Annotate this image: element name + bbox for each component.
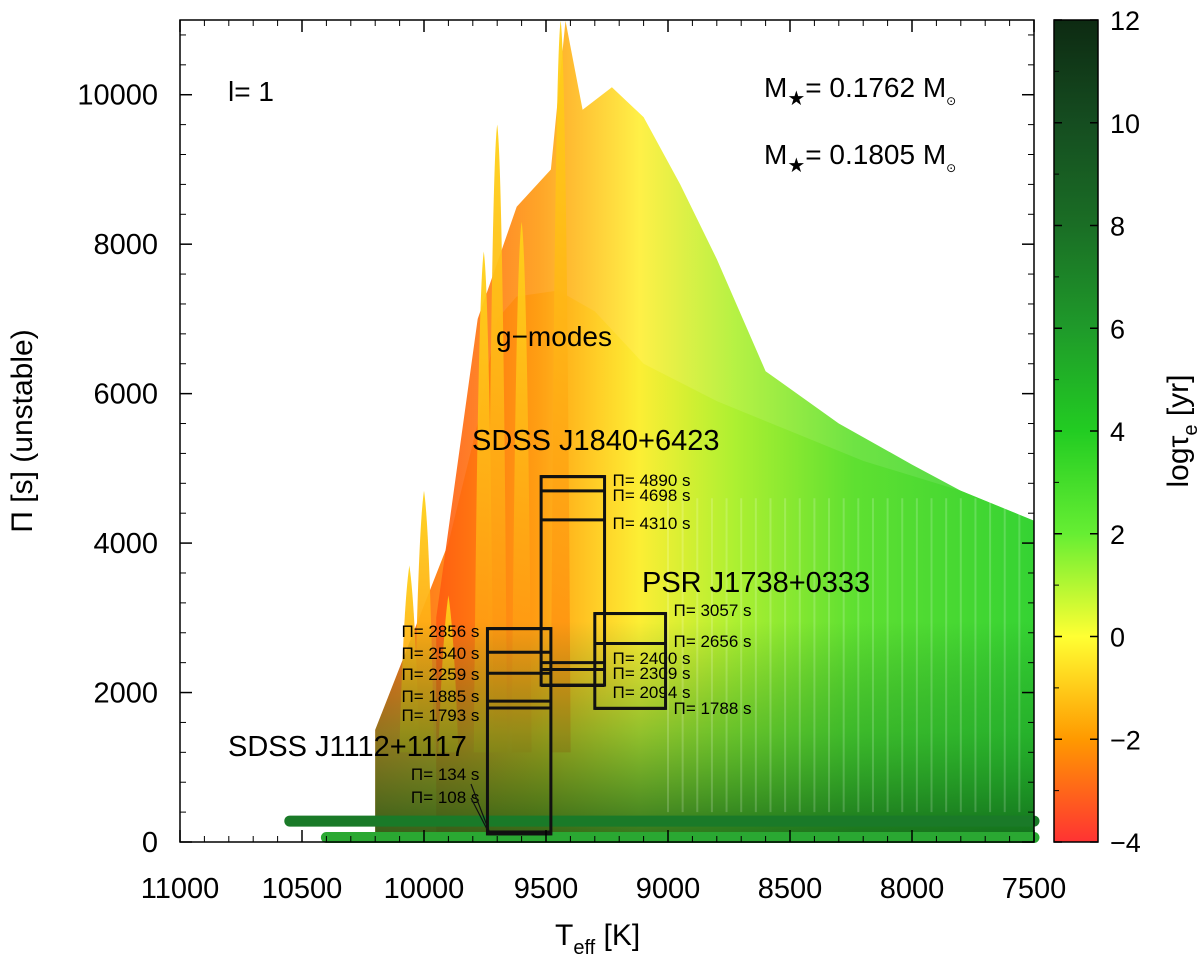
star-symbol: ★ — [787, 88, 805, 110]
star-sdss-j1840-6423: SDSS J1840+6423 Π= 4890 sΠ= 4698 s Π= 4310… — [472, 425, 720, 702]
period-label: Π= 2259 s — [401, 665, 479, 684]
period-label: Π= 3057 s — [674, 601, 752, 620]
colorbar-tick-label: 4 — [1110, 417, 1125, 447]
low-period-branches — [284, 815, 1040, 844]
svg-text:M★= 0.1805 M⊙: M★= 0.1805 M⊙ — [764, 139, 956, 177]
period-label: Π= 1885 s — [401, 687, 479, 706]
x-axis-label: Teff [K] — [555, 919, 640, 958]
svg-text:M★= 0.1762 M⊙: M★= 0.1762 M⊙ — [764, 72, 956, 110]
colorbar-tick-label: 2 — [1110, 520, 1125, 550]
y-tick-label: 0 — [142, 827, 158, 859]
solar-symbol: ⊙ — [946, 94, 956, 108]
cb-label-unit: [yr] — [1162, 374, 1195, 416]
colorbar-tick-label: 12 — [1110, 6, 1140, 36]
period-arrow — [470, 783, 491, 833]
colorbar-tick-label: −4 — [1110, 828, 1141, 858]
x-tick-label: 10500 — [262, 873, 343, 905]
star-psr-j1738-0333: PSR J1738+0333 Π= 3057 s Π= 2656 s Π= 1788 … — [593, 567, 870, 718]
x-axis: 11000 10500 10000 9500 9000 8500 8000 7500 — [141, 20, 1067, 905]
colorbar-tick-label: −2 — [1110, 725, 1141, 755]
mode-label: g−modes — [496, 321, 612, 352]
period-label: Π= 2856 s — [401, 622, 479, 641]
observed-star-boxes: SDSS J1840+6423 Π= 4890 sΠ= 4698 s Π= 4310… — [228, 425, 870, 836]
mass-symbol: M — [764, 139, 787, 170]
mass-value: = 0.1762 M — [805, 72, 946, 103]
period-label: Π= 2309 s — [613, 664, 691, 683]
x-tick-label: 8500 — [758, 873, 823, 905]
y-tick-label: 6000 — [93, 379, 158, 411]
cb-label-sub: e — [1180, 425, 1200, 436]
instability-region — [375, 20, 1034, 842]
star-name: SDSS J1840+6423 — [472, 425, 720, 457]
period-label: Π= 2400 s — [613, 649, 691, 668]
field-group — [375, 20, 1034, 842]
mass-label-2: M★= 0.1805 M⊙ — [764, 139, 956, 177]
star-name: PSR J1738+0333 — [642, 567, 870, 599]
x-label-unit — [595, 919, 603, 952]
y-tick-label: 10000 — [77, 80, 158, 112]
x-tick-label: 8000 — [880, 873, 945, 905]
period-label: Π= 4890 s — [613, 471, 691, 490]
colorbar: −4 −2 0 2 4 6 8 10 12 logτe [yr] — [1053, 6, 1200, 858]
y-axis: 0 2000 4000 6000 8000 10000 — [77, 34, 1034, 859]
x-tick-label: 11000 — [141, 873, 220, 905]
period-label: Π= 1788 s — [674, 699, 752, 718]
colorbar-label: logτe [yr] — [1162, 374, 1200, 487]
star-sdss-j1112-1117: SDSS J1112+1117 Π= 2856 s Π= 2540 s Π= 2259… — [228, 622, 553, 836]
colorbar-tick-label: 10 — [1110, 109, 1140, 139]
mass-value: = 0.1805 M — [805, 139, 946, 170]
y-tick-label: 4000 — [93, 528, 158, 560]
y-tick-label: 8000 — [93, 229, 158, 261]
y-tick-label: 2000 — [93, 678, 158, 710]
mass-label-1: M★= 0.1762 M⊙ — [764, 72, 956, 110]
period-label: Π= 2540 s — [401, 644, 479, 663]
y-axis-label: Π [s] (unstable) — [6, 329, 39, 532]
period-arrow — [470, 797, 490, 835]
star-name: SDSS J1112+1117 — [228, 731, 467, 763]
period-label: Π= 1793 s — [401, 706, 479, 725]
x-label-unit-text: [K] — [604, 919, 641, 952]
period-arrows — [470, 783, 491, 835]
period-label: Π= 134 s — [411, 765, 480, 784]
field-shading — [375, 290, 1034, 842]
period-label: Π= 2094 s — [613, 683, 691, 702]
cb-label-main: logτ — [1162, 435, 1195, 487]
colorbar-tick-label: 0 — [1110, 623, 1125, 653]
x-label-sub: eff — [573, 937, 595, 958]
degree-label: l= 1 — [228, 76, 274, 107]
period-label: Π= 108 s — [411, 788, 480, 807]
x-tick-label: 9500 — [514, 873, 579, 905]
mass-symbol: M — [764, 72, 787, 103]
period-label: Π= 4698 s — [613, 486, 691, 505]
period-label: Π= 4310 s — [613, 514, 691, 533]
period-label: Π= 2656 s — [674, 632, 752, 651]
x-label-main: T — [555, 919, 573, 952]
x-tick-label: 7500 — [1002, 873, 1067, 905]
solar-symbol: ⊙ — [946, 161, 956, 175]
colorbar-tick-label: 6 — [1110, 314, 1125, 344]
star-symbol: ★ — [787, 155, 805, 177]
x-tick-label: 9000 — [636, 873, 701, 905]
colorbar-ticks: −4 −2 0 2 4 6 8 10 12 — [1054, 6, 1141, 858]
x-tick-label: 10000 — [384, 873, 465, 905]
plot-frame — [179, 19, 1035, 843]
colorbar-tick-label: 8 — [1110, 212, 1125, 242]
